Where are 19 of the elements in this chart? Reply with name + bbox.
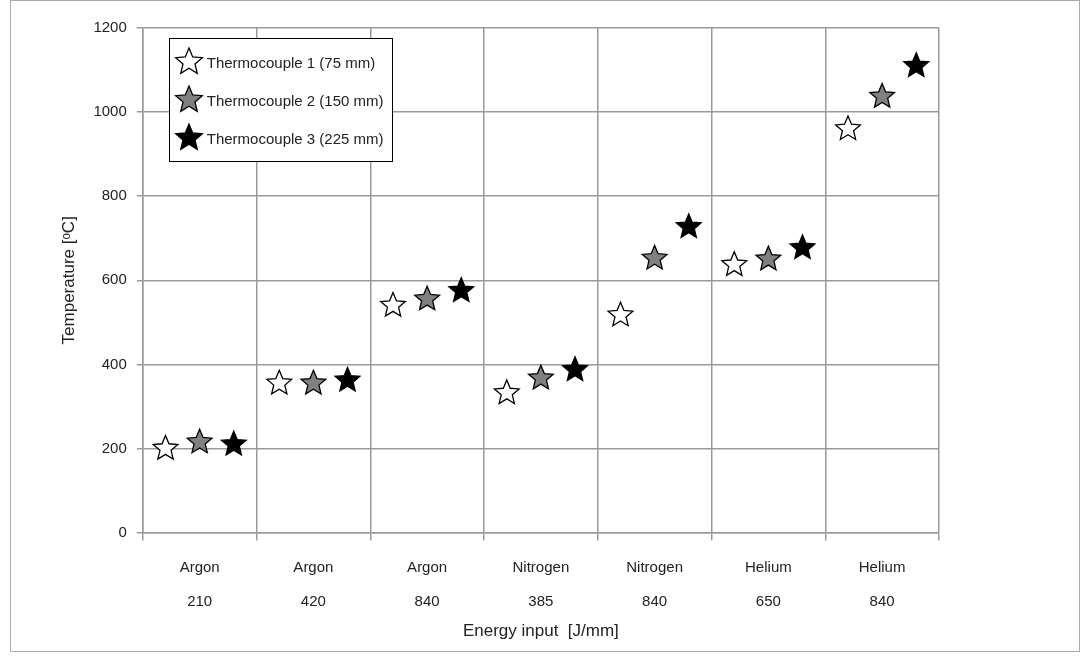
x-tick-label: Nitrogen 385 — [512, 557, 570, 610]
x-tick-label: Argon 420 — [293, 557, 334, 610]
y-axis-title: Temperature [ᵒC] — [58, 216, 78, 345]
legend-label: Thermocouple 2 (150 mm) — [206, 91, 384, 109]
x-tick-label: Helium 840 — [858, 557, 906, 610]
y-tick-label: 1200 — [93, 18, 127, 36]
x-tick-label: Argon 210 — [179, 557, 220, 610]
y-tick-label: 200 — [101, 438, 127, 456]
legend-label: Thermocouple 1 (75 mm) — [206, 53, 376, 71]
legend-label: Thermocouple 3 (225 mm) — [206, 129, 384, 147]
y-tick-label: 600 — [101, 270, 127, 288]
x-tick-label: Helium 650 — [745, 557, 792, 610]
x-axis-title: Energy input [J/mm] — [462, 621, 619, 641]
x-tick-label: Nitrogen 840 — [626, 557, 683, 610]
y-tick-label: 400 — [101, 354, 127, 372]
x-tick-label: Argon 840 — [407, 557, 448, 610]
y-tick-label: 0 — [118, 522, 127, 540]
y-tick-label: 800 — [101, 186, 127, 204]
y-tick-label: 1000 — [93, 102, 127, 120]
